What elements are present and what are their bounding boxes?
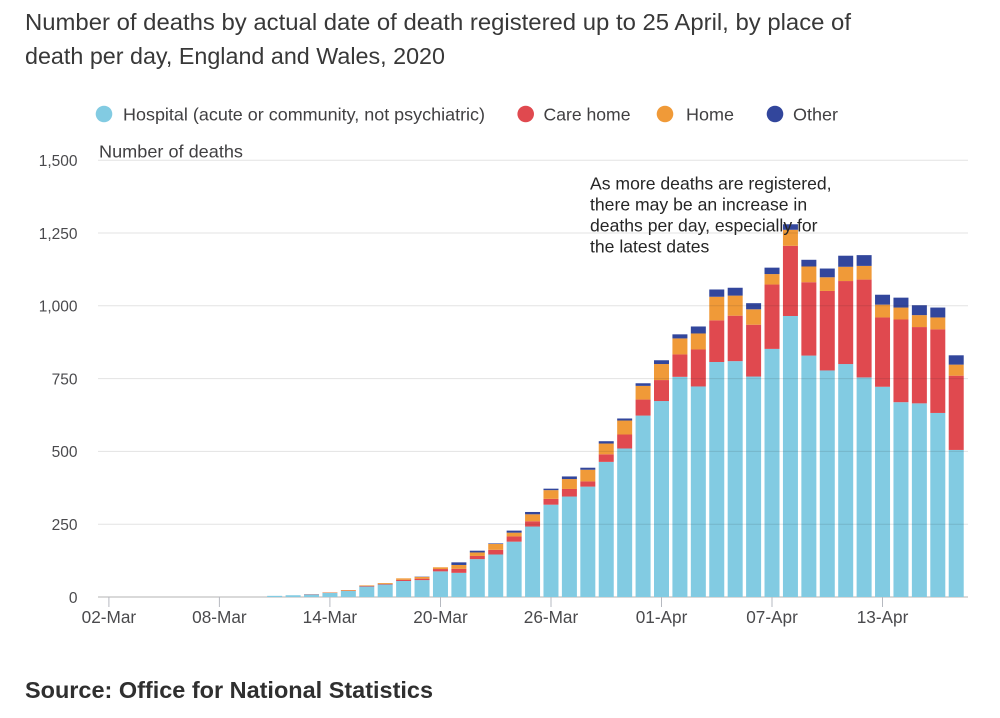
svg-text:250: 250 [52, 517, 78, 534]
svg-text:Other: Other [793, 105, 838, 125]
svg-text:1,250: 1,250 [39, 226, 78, 243]
svg-text:Number of deaths: Number of deaths [99, 142, 243, 162]
svg-text:500: 500 [52, 444, 78, 461]
svg-text:Care home: Care home [544, 105, 631, 125]
svg-text:1,500: 1,500 [39, 153, 78, 170]
svg-text:Number of deaths by actual dat: Number of deaths by actual date of death… [25, 9, 851, 35]
svg-text:750: 750 [52, 371, 78, 388]
svg-text:02-Mar: 02-Mar [82, 607, 137, 627]
svg-text:Home: Home [686, 105, 734, 125]
svg-text:there may be an increase in: there may be an increase in [590, 195, 807, 215]
svg-text:13-Apr: 13-Apr [857, 607, 909, 627]
svg-text:deaths per day, especially for: deaths per day, especially for [590, 216, 818, 236]
svg-text:death per day, England and Wal: death per day, England and Wales, 2020 [25, 43, 445, 69]
svg-text:1,000: 1,000 [39, 299, 78, 316]
svg-text:07-Apr: 07-Apr [746, 607, 798, 627]
svg-text:0: 0 [69, 590, 78, 607]
svg-text:Source: Office for National St: Source: Office for National Statistics [25, 677, 433, 703]
svg-text:14-Mar: 14-Mar [303, 607, 358, 627]
svg-text:the latest dates: the latest dates [590, 237, 710, 257]
svg-text:20-Mar: 20-Mar [413, 607, 468, 627]
svg-text:Hospital (acute or community,: Hospital (acute or community, not psychi… [123, 105, 485, 125]
svg-text:26-Mar: 26-Mar [524, 607, 579, 627]
svg-text:08-Mar: 08-Mar [192, 607, 247, 627]
svg-text:As more deaths are registered,: As more deaths are registered, [590, 174, 832, 194]
svg-text:01-Apr: 01-Apr [636, 607, 688, 627]
